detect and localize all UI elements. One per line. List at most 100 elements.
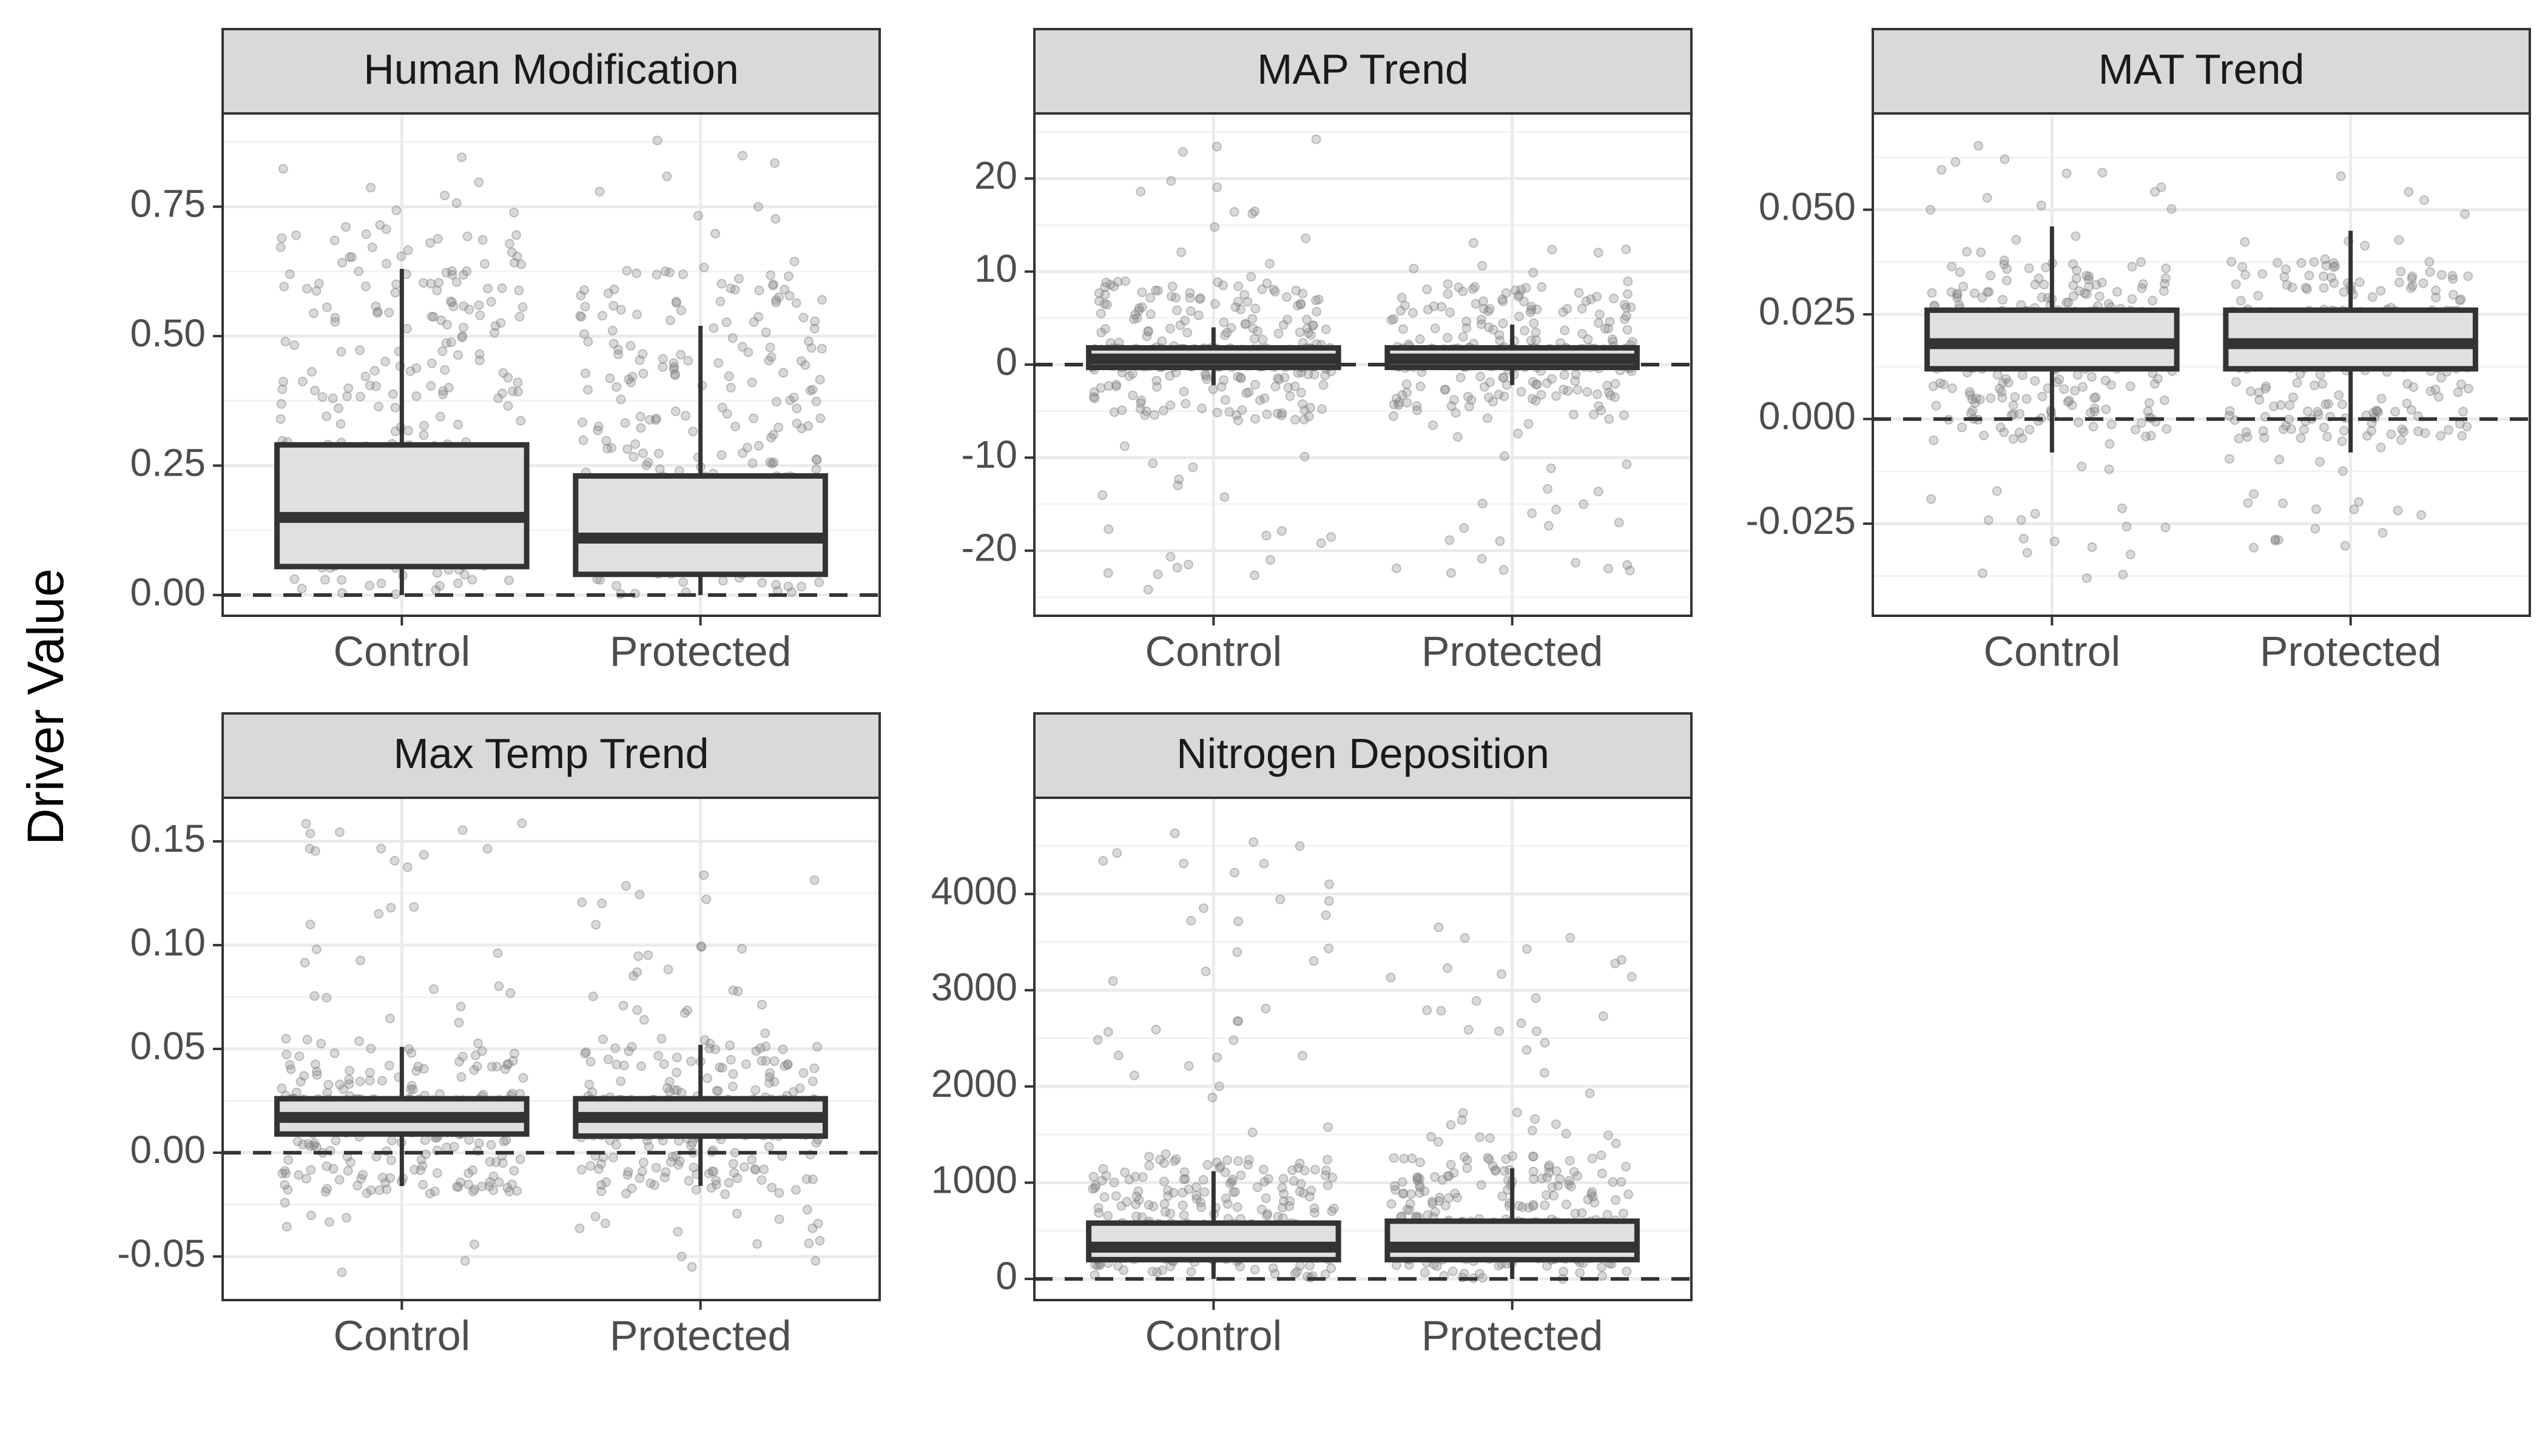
data-point	[1170, 828, 1180, 838]
data-point	[660, 266, 670, 277]
data-point	[477, 235, 488, 245]
data-point	[457, 332, 467, 343]
data-point	[616, 305, 626, 315]
data-point	[426, 278, 436, 289]
data-point	[457, 152, 467, 163]
data-point	[410, 1165, 420, 1175]
data-point	[452, 1182, 462, 1192]
data-point	[409, 902, 419, 912]
data-point	[1222, 1155, 1233, 1165]
data-point	[1551, 391, 1562, 401]
data-point	[1212, 407, 1222, 417]
data-point	[2436, 372, 2446, 383]
data-point	[1514, 311, 1524, 322]
data-point	[329, 1048, 340, 1059]
data-point	[630, 439, 641, 450]
data-point	[1594, 401, 1604, 411]
data-point	[673, 1227, 683, 1237]
data-point	[1611, 1138, 1621, 1148]
data-point	[434, 581, 445, 591]
data-point	[1159, 1176, 1169, 1187]
data-point	[474, 1138, 484, 1148]
data-point	[1305, 402, 1315, 413]
data-point	[1623, 276, 1633, 286]
data-point	[420, 1135, 430, 1145]
data-point	[1619, 410, 1629, 420]
data-point	[1134, 303, 1144, 313]
data-point	[507, 247, 517, 257]
data-point	[502, 1182, 513, 1193]
data-point	[2394, 235, 2404, 245]
data-point	[1168, 1188, 1179, 1198]
data-point	[2070, 385, 2080, 396]
data-point	[1279, 372, 1290, 383]
data-point	[1250, 380, 1261, 390]
data-point	[811, 454, 821, 465]
data-point	[2273, 258, 2283, 268]
data-point	[681, 411, 691, 421]
data-point	[490, 328, 500, 338]
data-point	[1308, 320, 1318, 331]
data-point	[602, 443, 613, 454]
data-point	[277, 1084, 287, 1094]
data-point	[442, 1142, 452, 1153]
data-point	[1200, 369, 1210, 379]
data-point	[343, 383, 354, 393]
data-point	[676, 349, 686, 360]
data-point	[1094, 296, 1104, 306]
data-point	[1180, 315, 1190, 326]
data-point	[1320, 370, 1330, 380]
facet-panel-0: Human Modification0.000.250.500.75Contro…	[130, 28, 881, 675]
data-point	[752, 1239, 763, 1249]
data-point	[1531, 379, 1542, 389]
data-point	[2376, 442, 2386, 453]
data-point	[428, 984, 439, 994]
data-point	[1290, 414, 1300, 425]
data-point	[1485, 304, 1495, 314]
data-point	[1992, 486, 2002, 496]
data-point	[1258, 334, 1268, 345]
data-point	[721, 317, 732, 328]
data-point	[1250, 206, 1260, 217]
data-point	[1477, 261, 1488, 271]
data-point	[817, 295, 827, 305]
data-point	[725, 1040, 735, 1050]
data-point	[1130, 309, 1141, 320]
data-point	[686, 1056, 696, 1067]
data-point	[356, 391, 366, 402]
data-point	[2041, 262, 2051, 272]
data-point	[757, 578, 767, 588]
data-point	[508, 386, 518, 396]
data-point	[2319, 283, 2329, 293]
data-point	[576, 312, 587, 322]
data-point	[1936, 164, 1947, 175]
data-point	[1497, 294, 1508, 305]
data-point	[302, 283, 312, 294]
data-point	[2376, 393, 2387, 403]
data-point	[1172, 562, 1182, 573]
data-point	[1278, 1173, 1289, 1184]
data-point	[1458, 332, 1468, 342]
data-point	[2399, 426, 2409, 437]
data-point	[603, 1054, 613, 1065]
data-point	[2101, 404, 2111, 414]
data-point	[1597, 1168, 1607, 1179]
data-point	[1977, 568, 1987, 578]
data-point	[1415, 1157, 1425, 1167]
data-point	[2091, 392, 2101, 402]
data-point	[576, 291, 586, 301]
data-point	[1175, 320, 1185, 331]
data-point	[1188, 462, 1198, 473]
data-point	[653, 448, 664, 459]
data-point	[2010, 392, 2020, 402]
data-point	[1466, 395, 1477, 405]
data-point	[2418, 278, 2428, 288]
data-point	[1129, 1070, 1139, 1080]
data-point	[740, 1162, 750, 1172]
data-point	[2296, 433, 2306, 443]
data-point	[2337, 436, 2347, 447]
data-point	[277, 384, 288, 394]
data-point	[749, 317, 759, 327]
data-point	[1459, 523, 1469, 533]
